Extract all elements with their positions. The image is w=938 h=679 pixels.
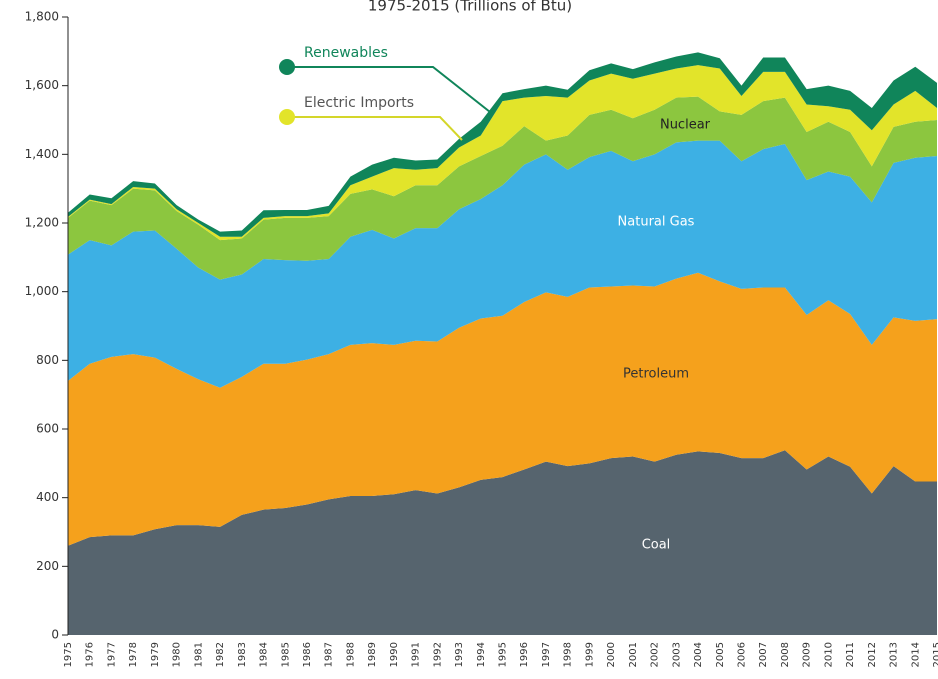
x-tick-label: 1983 (237, 642, 248, 667)
x-tick-label: 1989 (367, 642, 378, 667)
x-tick-label: 1992 (432, 642, 443, 667)
x-tick-label: 1987 (324, 642, 335, 667)
x-tick-label: 2015 (932, 642, 938, 667)
y-tick-label: 200 (36, 559, 59, 573)
x-tick-label: 2000 (606, 642, 617, 667)
series-label: Petroleum (623, 367, 689, 382)
x-tick-label: 2014 (910, 642, 921, 667)
chart-subtitle: 1975-2015 (Trillions of Btu) (368, 0, 572, 15)
callout-line (287, 66, 491, 113)
y-tick-label: 1,200 (25, 216, 59, 230)
area (68, 65, 937, 241)
x-tick-label: 2013 (889, 642, 900, 667)
y-tick-label: 800 (36, 353, 59, 367)
area (68, 450, 937, 635)
x-tick-label: 2001 (628, 642, 639, 667)
x-tick-label: 1980 (172, 642, 183, 667)
x-tick-label: 2007 (758, 642, 769, 667)
x-tick-label: 1994 (476, 642, 487, 667)
series-label: Nuclear (660, 118, 711, 133)
x-tick-label: 1977 (106, 642, 117, 667)
x-tick-label: 2006 (736, 642, 747, 667)
series-label: Natural Gas (618, 215, 695, 230)
x-tick-label: 2005 (715, 642, 726, 667)
x-tick-label: 2002 (650, 642, 661, 667)
y-tick-label: 1,600 (25, 78, 59, 92)
x-tick-label: 2008 (780, 642, 791, 667)
x-tick-label: 1995 (498, 642, 509, 667)
x-tick-label: 2011 (845, 642, 856, 667)
x-tick-label: 1975 (63, 642, 74, 667)
y-tick-label: 400 (36, 490, 59, 504)
legend-marker (279, 109, 295, 125)
x-tick-label: 2009 (802, 642, 813, 667)
x-tick-label: 1982 (215, 642, 226, 667)
x-tick-label: 1991 (411, 642, 422, 667)
x-tick-label: 1993 (454, 642, 465, 667)
series-label: Coal (642, 538, 671, 553)
y-tick-label: 1,400 (25, 147, 59, 161)
x-tick-label: 1988 (345, 642, 356, 667)
x-tick-label: 1990 (389, 642, 400, 667)
x-tick-label: 1976 (85, 642, 96, 667)
area (68, 140, 937, 388)
y-tick-label: 1,000 (25, 284, 59, 298)
x-tick-label: 2010 (823, 642, 834, 667)
x-tick-label: 2012 (867, 642, 878, 667)
x-tick-label: 1986 (302, 642, 313, 667)
x-tick-label: 1978 (128, 642, 139, 667)
x-tick-label: 1999 (584, 642, 595, 667)
x-tick-label: 2003 (671, 642, 682, 667)
y-tick-label: 0 (51, 628, 59, 642)
legend-label: Electric Imports (304, 95, 414, 111)
x-tick-label: 2004 (693, 642, 704, 667)
x-tick-label: 1981 (193, 642, 204, 667)
x-tick-label: 1996 (519, 642, 530, 667)
legend-label: Renewables (304, 45, 388, 61)
callout-line (287, 116, 463, 141)
x-tick-label: 1997 (541, 642, 552, 667)
x-tick-label: 1984 (259, 642, 270, 667)
y-tick-label: 1,800 (25, 10, 59, 24)
area (68, 272, 937, 546)
x-tick-label: 1979 (150, 642, 161, 667)
y-tick-label: 600 (36, 422, 59, 436)
legend-marker (279, 59, 295, 75)
x-tick-label: 1985 (280, 642, 291, 667)
x-tick-label: 1998 (563, 642, 574, 667)
area (68, 96, 937, 280)
